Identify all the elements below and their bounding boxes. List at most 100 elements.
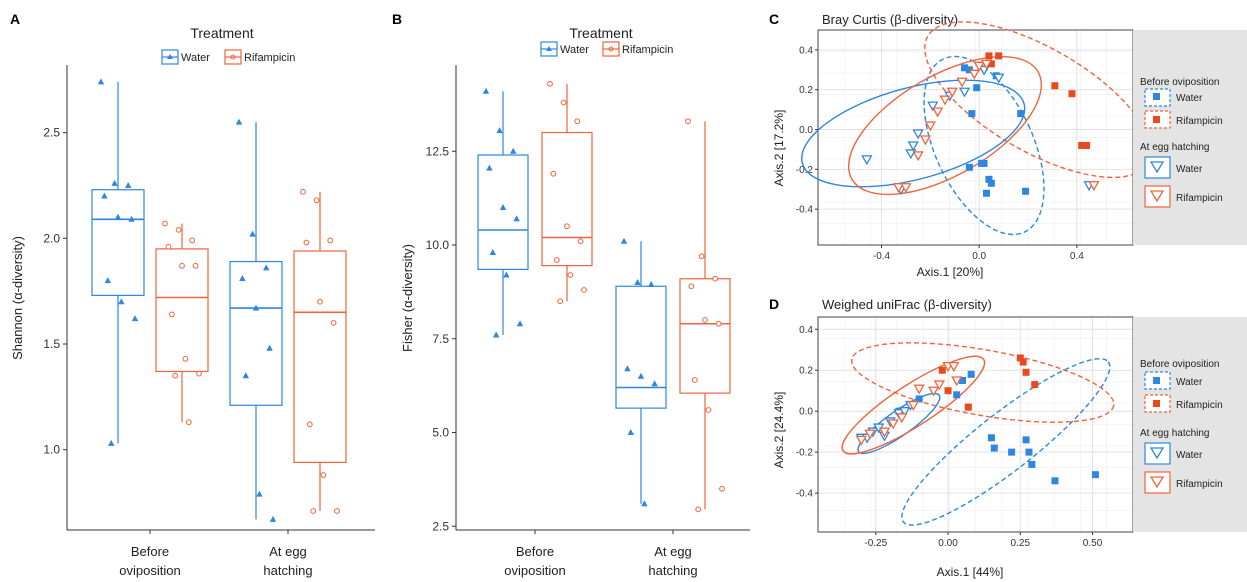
data-point <box>179 262 185 269</box>
data-point <box>330 319 337 326</box>
data-point <box>967 370 975 378</box>
y-axis-label: Shannon (α-diversity) <box>10 236 25 360</box>
data-point <box>993 73 1005 84</box>
x-axis-label: Axis.1 [20%] <box>917 265 984 279</box>
data-point <box>896 413 908 424</box>
legend-label-rifampicin: Rifampicin <box>1176 479 1223 490</box>
confidence-ellipse <box>841 355 986 455</box>
data-point <box>712 275 719 282</box>
data-point <box>266 344 273 351</box>
data-point <box>577 238 584 245</box>
legend-label-water: Water <box>1176 164 1203 175</box>
data-point <box>111 179 118 186</box>
data-point <box>958 376 966 384</box>
data-point <box>114 213 122 220</box>
data-point <box>306 421 313 428</box>
panel-letter-a: A <box>10 11 20 27</box>
legend-group-title-1: Before oviposition <box>1140 359 1220 370</box>
data-point <box>932 107 944 118</box>
legend-label-water: Water <box>1176 450 1203 461</box>
legend-square-marker <box>1153 116 1160 123</box>
data-point <box>968 110 976 118</box>
data-point <box>553 257 560 263</box>
y-tick-label: -0.4 <box>796 489 814 500</box>
data-point <box>912 151 924 162</box>
data-point <box>128 215 135 222</box>
data-point <box>334 508 340 514</box>
y-tick-label: 0.4 <box>799 45 813 56</box>
y-tick-label: 12.5 <box>426 144 450 158</box>
y-tick-label: 1.0 <box>43 443 60 457</box>
plot-area: -0.25 0.00 0.25 0.50 -0.4 -0.2 0.0 0.2 0.4 <box>796 317 1133 549</box>
confidence-ellipse <box>923 55 1045 236</box>
data-point <box>185 419 192 426</box>
data-point <box>172 372 179 379</box>
x-tick-label: 0.50 <box>1083 538 1103 549</box>
y-axis-label: Axis.2 [24.4%] <box>772 392 786 469</box>
x-category-label-2-line-1: At egg <box>654 544 692 559</box>
ordination-weighed-unifrac: -0.25 0.00 0.25 0.50 -0.4 -0.2 0.0 0.2 0.4 Weigh… <box>772 297 1134 579</box>
data-point <box>627 429 634 435</box>
y-tick-label: 2.5 <box>43 126 60 140</box>
legend-group-title-2: At egg hatching <box>1140 142 1210 153</box>
data-point <box>1031 381 1039 389</box>
data-point <box>899 407 911 418</box>
box <box>615 285 667 409</box>
legend-title: Treatment <box>190 25 253 41</box>
data-point <box>907 141 919 152</box>
box <box>477 154 529 270</box>
data-point <box>953 391 961 399</box>
legend-triangle-marker <box>1149 190 1165 203</box>
data-point <box>982 189 990 197</box>
data-point <box>1091 471 1099 479</box>
x-tick-label: -0.4 <box>873 251 891 262</box>
y-tick-label: 0.2 <box>799 366 813 377</box>
y-tick-label: 2.5 <box>432 519 449 533</box>
x-category-label-2-line-2: hatching <box>648 563 697 578</box>
data-point <box>987 60 995 68</box>
box <box>293 250 347 463</box>
data-point <box>887 419 899 430</box>
boxplot-fisher: Fisher (α-diversity) Before oviposition … <box>400 65 750 578</box>
data-point <box>987 179 995 187</box>
legend-triangle-marker <box>1149 447 1165 460</box>
data-point <box>624 365 631 372</box>
data-point <box>189 237 196 244</box>
data-point <box>300 188 306 195</box>
legend-triangle-marker <box>1149 476 1165 489</box>
box <box>679 278 731 394</box>
data-point <box>131 315 139 322</box>
data-point <box>104 277 111 284</box>
data-point <box>946 87 958 98</box>
box <box>229 260 283 406</box>
data-point <box>1088 181 1100 192</box>
data-point <box>574 118 581 125</box>
x-tick-label: 0.25 <box>1011 538 1031 549</box>
data-point <box>118 298 125 305</box>
data-point <box>715 320 722 327</box>
data-point <box>1068 90 1076 98</box>
data-point <box>1083 141 1091 149</box>
data-point <box>486 164 493 171</box>
data-point <box>705 407 712 413</box>
data-point <box>973 61 985 72</box>
legend-label-water: Water <box>1176 93 1203 104</box>
data-point <box>939 95 951 106</box>
data-point <box>913 384 925 395</box>
legend-ordination-c: Before oviposition Water Rifampicin At e… <box>1133 30 1247 245</box>
data-point <box>503 271 510 278</box>
data-point <box>990 444 998 452</box>
x-tick-label: 0.4 <box>1070 251 1084 262</box>
data-point <box>196 370 202 377</box>
data-point <box>685 118 691 125</box>
data-point <box>510 147 517 154</box>
data-point <box>489 249 496 255</box>
data-point <box>948 361 960 372</box>
y-axis-label: Fisher (α-diversity) <box>400 244 415 352</box>
data-point <box>907 400 919 411</box>
data-point <box>101 192 108 199</box>
confidence-ellipse <box>901 358 1111 526</box>
panel-letter-b: B <box>392 11 402 27</box>
data-point <box>1022 436 1030 444</box>
data-point <box>162 220 168 227</box>
